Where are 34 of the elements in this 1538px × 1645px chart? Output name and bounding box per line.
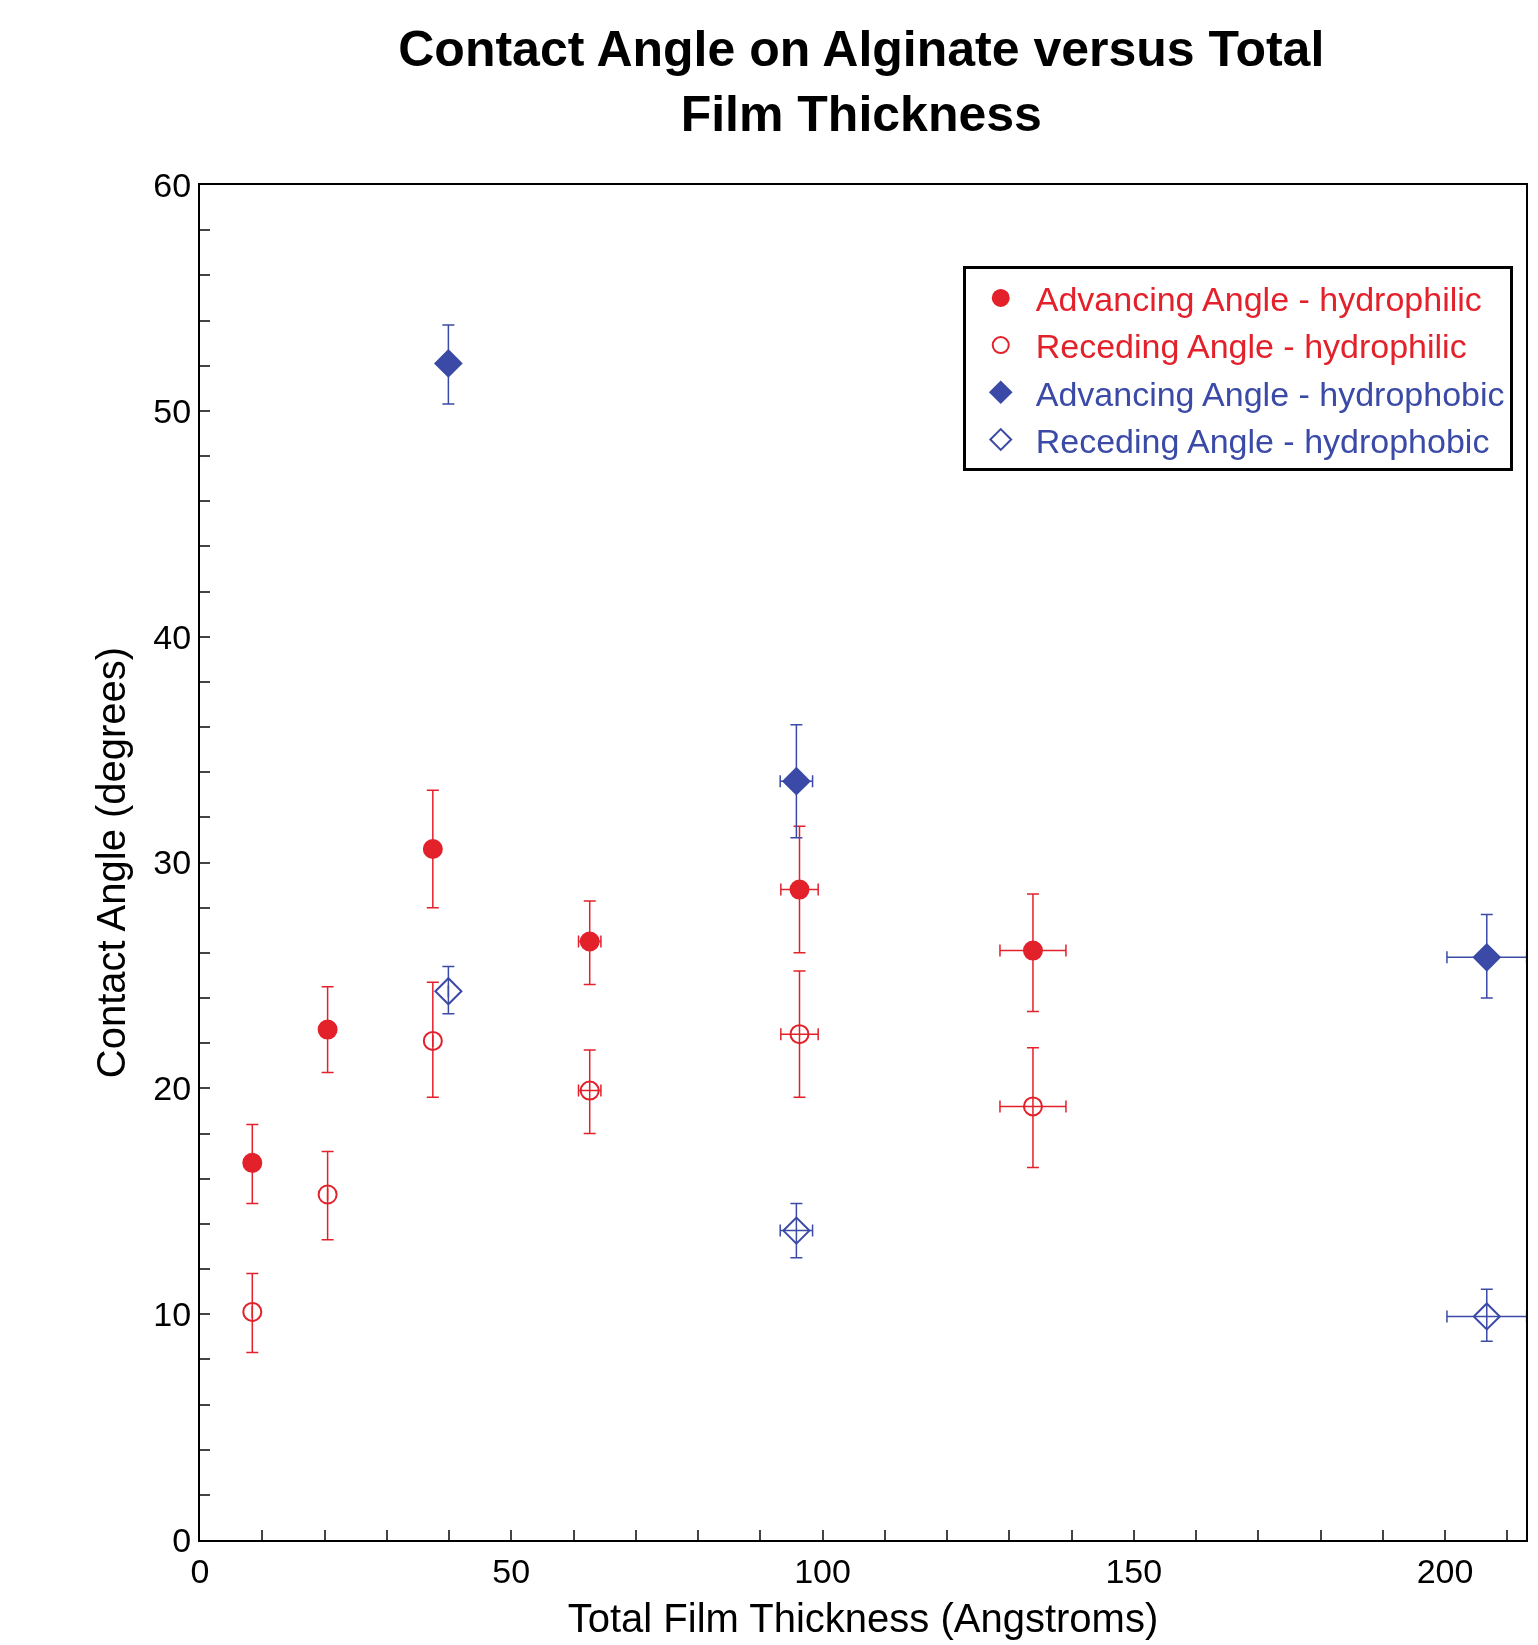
point (242, 1152, 263, 1173)
point (1472, 1302, 1501, 1331)
x-tick-label: 50 (492, 1551, 531, 1590)
point (1472, 943, 1501, 972)
legend-label: Advancing Angle - hydrophobic (1035, 374, 1505, 413)
point (422, 838, 443, 859)
legend-label: Advancing Angle - hydrophilic (1035, 280, 1482, 319)
point (1022, 1096, 1043, 1117)
point (782, 767, 811, 796)
y-tick-label: 0 (172, 1520, 192, 1559)
x-tick-label: 100 (794, 1551, 851, 1590)
chart-title: Contact Angle on Alginate versus Total Film Thickness (398, 20, 1325, 142)
x-axis-title: Total Film Thickness (Angstroms) (567, 1595, 1159, 1640)
point (317, 1184, 338, 1205)
x-tick-label: 200 (1416, 1551, 1474, 1590)
y-axis-title: Contact Angle (degrees) (89, 646, 134, 1079)
point (242, 1301, 263, 1322)
point (782, 1216, 811, 1245)
x-tick-label: 150 (1105, 1551, 1163, 1590)
y-tick-label: 10 (153, 1295, 192, 1334)
y-tick-label: 30 (153, 843, 192, 882)
point (317, 1019, 338, 1040)
legend-label: Receding Angle - hydrophilic (1035, 327, 1467, 366)
y-tick-label: 20 (153, 1069, 192, 1108)
legend-label: Receding Angle - hydrophobic (1035, 421, 1490, 460)
y-tick-label: 50 (153, 391, 192, 430)
y-tick-label: 60 (153, 165, 192, 204)
point (434, 349, 463, 378)
point (789, 879, 810, 900)
y-tick-label: 40 (153, 617, 192, 656)
point (422, 1030, 443, 1051)
point (1022, 940, 1043, 961)
point (434, 977, 463, 1006)
point (789, 1024, 810, 1045)
